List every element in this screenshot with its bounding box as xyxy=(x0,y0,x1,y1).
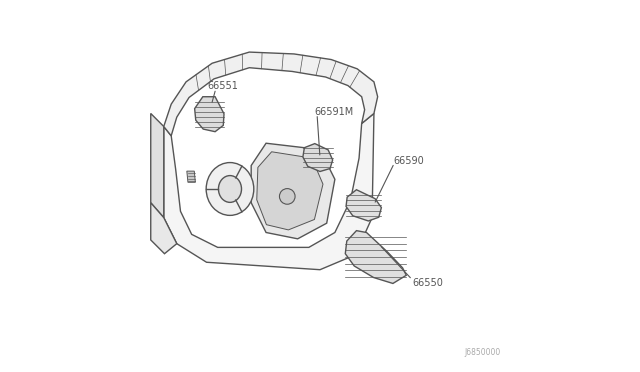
Ellipse shape xyxy=(206,163,254,215)
Circle shape xyxy=(280,189,295,204)
Polygon shape xyxy=(195,97,224,132)
Text: 66550: 66550 xyxy=(412,279,443,288)
Text: 66591M: 66591M xyxy=(314,107,353,116)
Polygon shape xyxy=(257,152,323,230)
Text: 66590: 66590 xyxy=(393,157,424,166)
Polygon shape xyxy=(303,144,333,171)
Polygon shape xyxy=(251,143,335,239)
Text: J6850000: J6850000 xyxy=(464,348,500,357)
Polygon shape xyxy=(346,231,406,283)
Polygon shape xyxy=(164,52,378,136)
Polygon shape xyxy=(187,171,195,182)
Polygon shape xyxy=(164,113,374,270)
Polygon shape xyxy=(346,190,381,221)
Polygon shape xyxy=(151,203,177,254)
Polygon shape xyxy=(151,113,164,218)
Text: 66551: 66551 xyxy=(207,81,238,91)
Ellipse shape xyxy=(218,176,241,202)
